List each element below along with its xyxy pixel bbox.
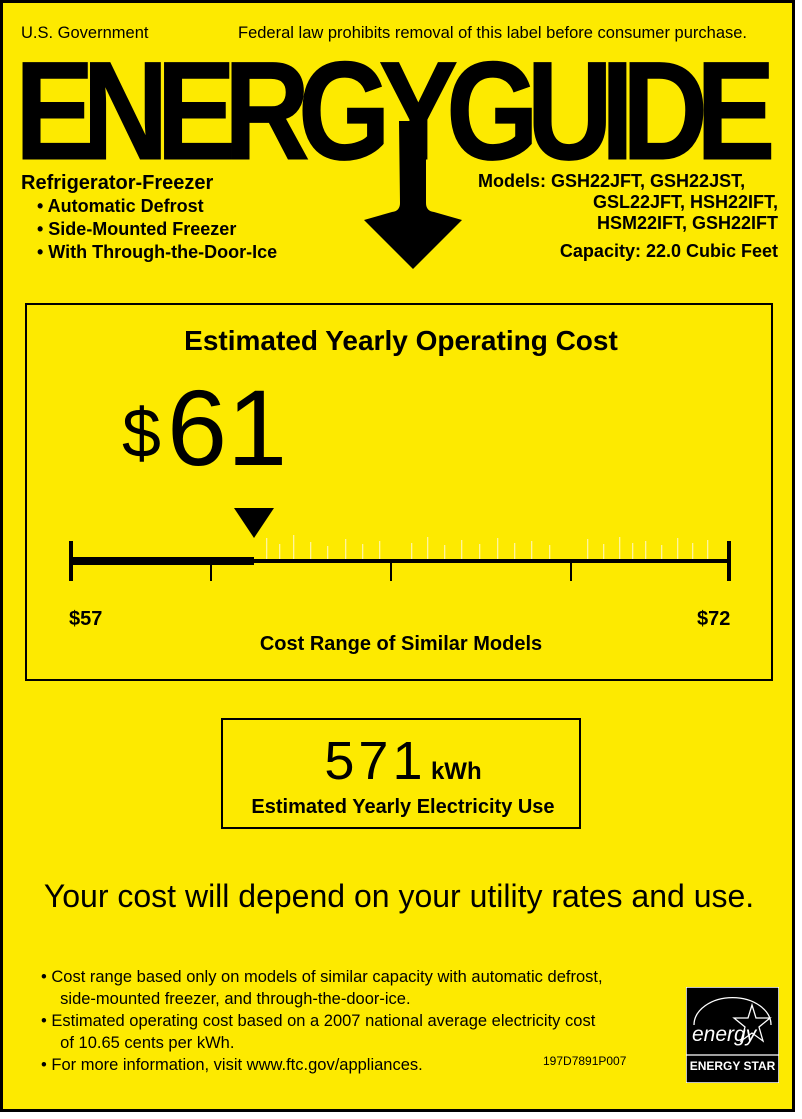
svg-text:ENERGY STAR: ENERGY STAR bbox=[690, 1059, 776, 1073]
svg-text:energy: energy bbox=[692, 1023, 758, 1046]
